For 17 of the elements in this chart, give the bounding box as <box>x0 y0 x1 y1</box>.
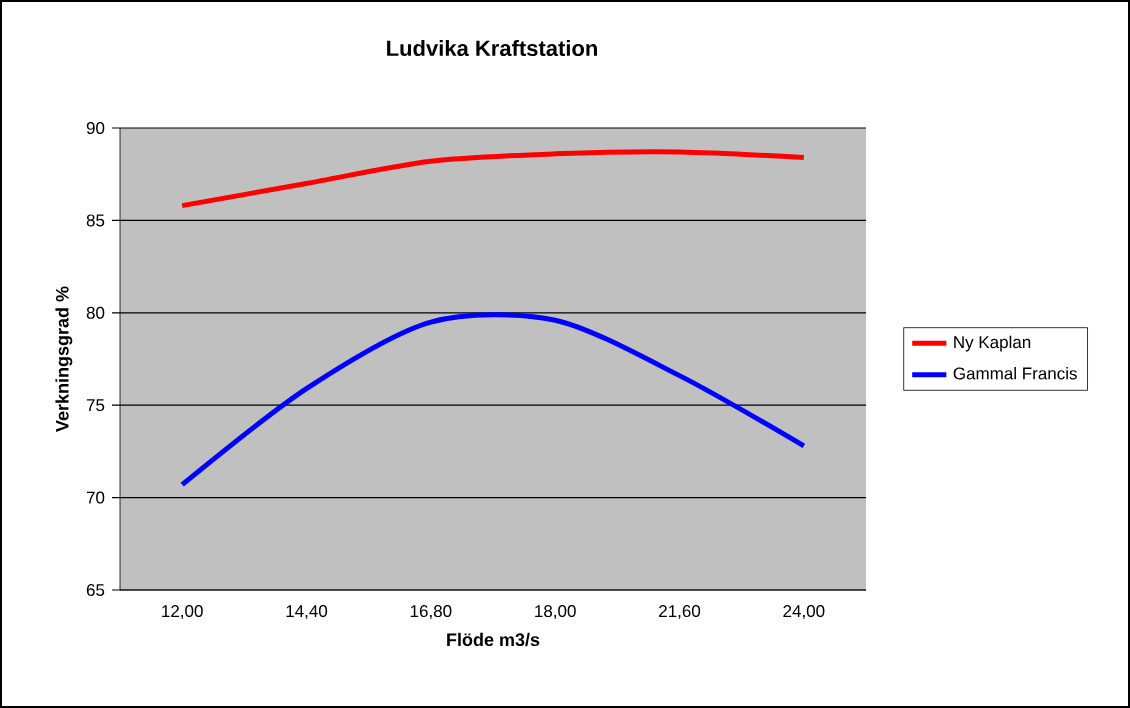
y-tick-label: 90 <box>86 122 105 135</box>
y-tick-label: 65 <box>86 584 105 597</box>
legend-label: Gammal Francis <box>953 366 1077 380</box>
x-tick-label: 24,00 <box>783 605 825 620</box>
y-tick-label: 75 <box>86 399 105 412</box>
x-tick-label: 21,60 <box>659 605 701 620</box>
legend-label: Ny Kaplan <box>954 335 1031 352</box>
x-tick-label: 18,00 <box>535 605 576 620</box>
x-tick-label: 16,80 <box>410 605 452 620</box>
chart-title: Ludvika Kraftstation <box>387 39 597 57</box>
y-tick-label: 80 <box>86 306 105 319</box>
x-axis-title: Flöde m3/s <box>447 632 540 647</box>
x-tick-label: 14,40 <box>286 605 328 620</box>
y-tick-label: 85 <box>86 214 105 227</box>
y-axis-title: Verkningsgrad % <box>55 286 73 432</box>
y-tick-label: 70 <box>86 491 105 504</box>
x-tick-label: 12,00 <box>162 605 203 620</box>
